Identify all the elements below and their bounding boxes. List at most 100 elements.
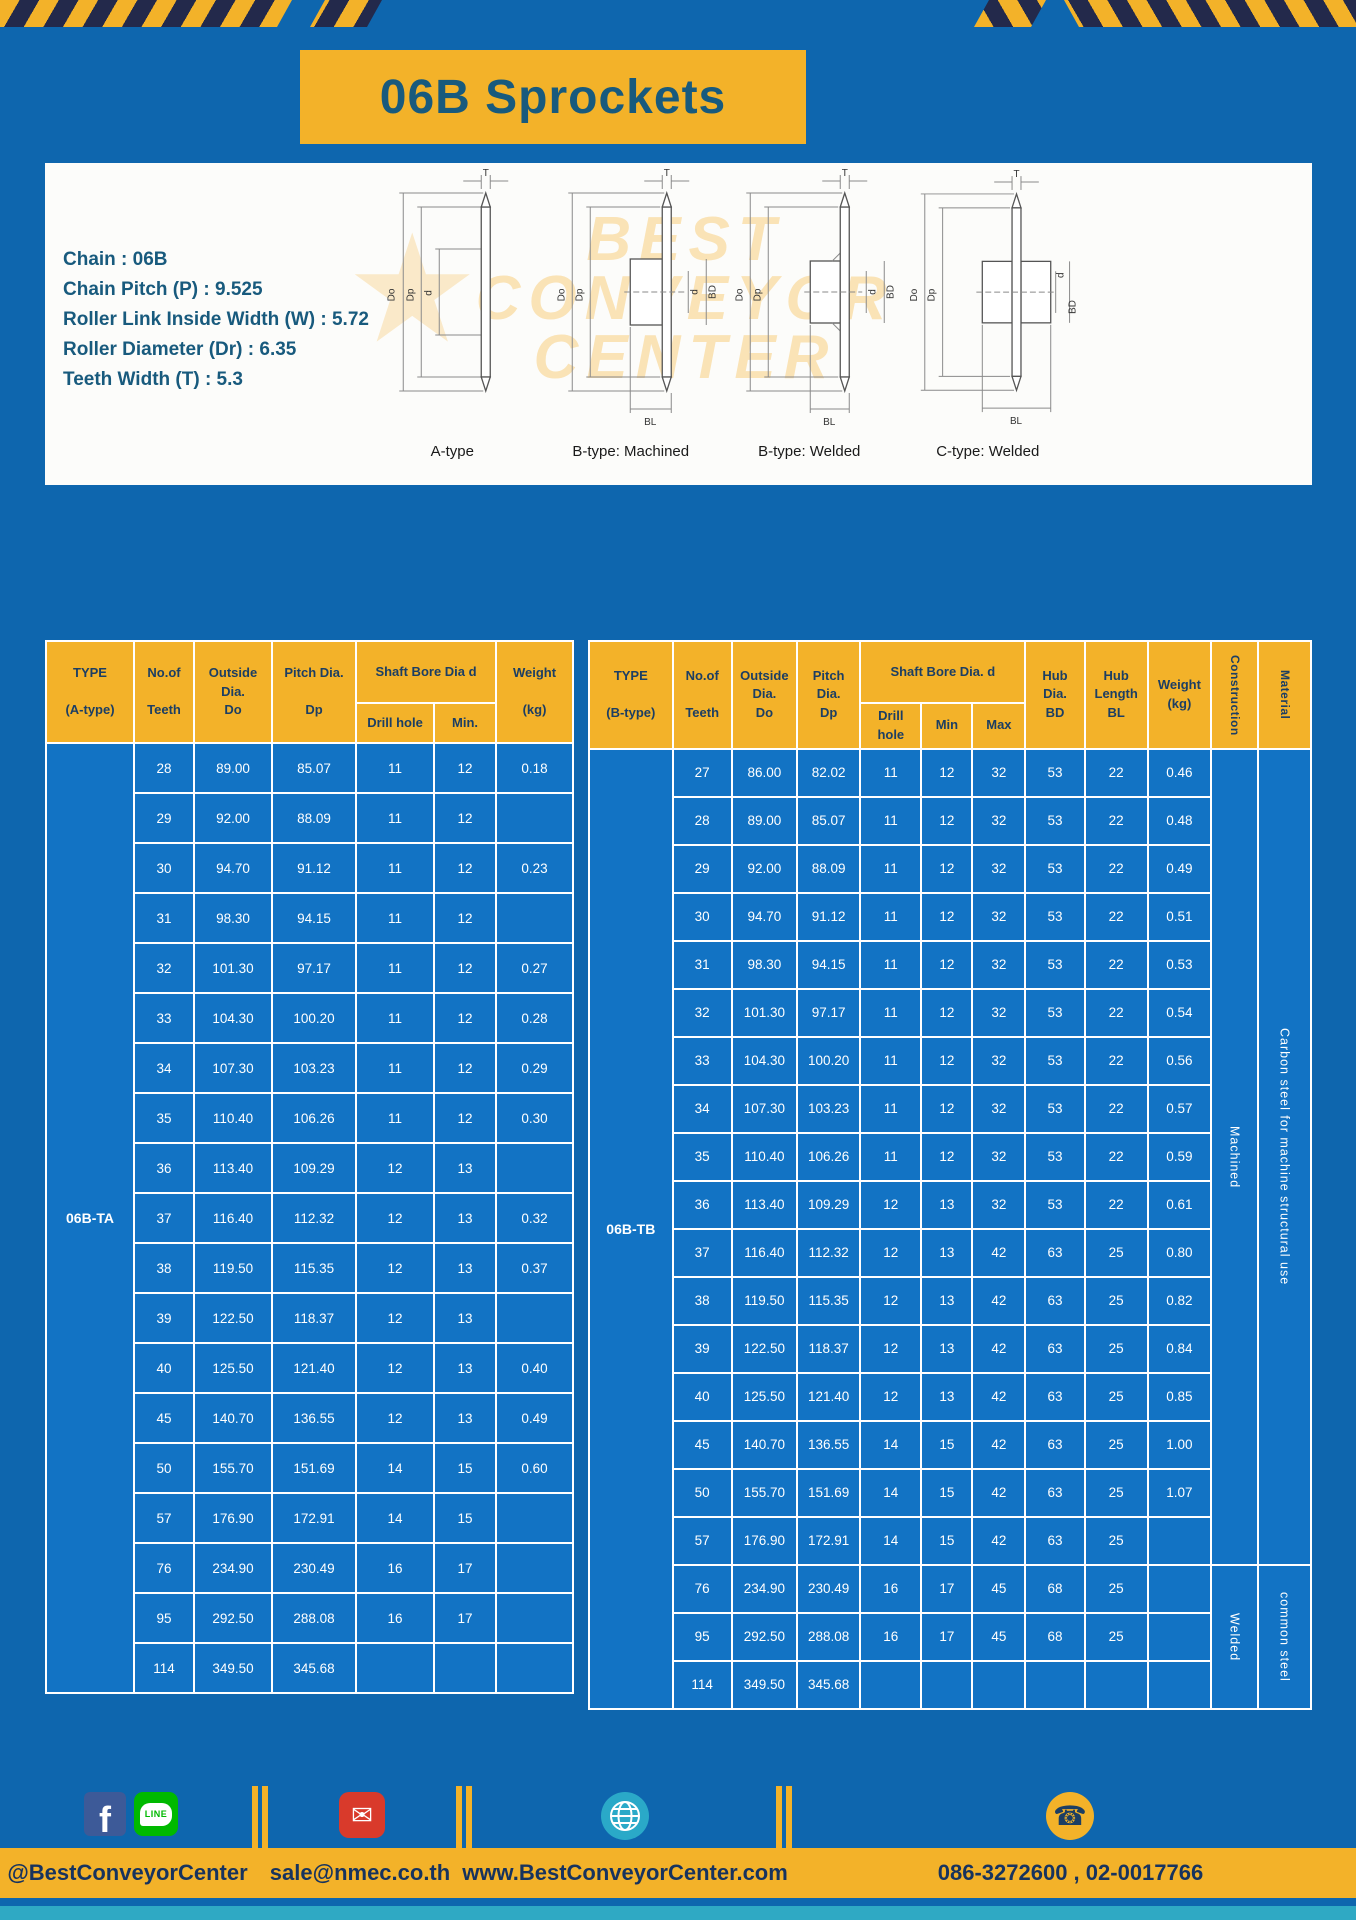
data-cell: 37 bbox=[671, 1227, 733, 1278]
data-cell: 107.30 bbox=[730, 1083, 799, 1134]
data-cell: 33 bbox=[133, 992, 195, 1044]
data-cell: 230.49 bbox=[271, 1542, 357, 1594]
data-cell: 11 bbox=[355, 992, 435, 1044]
table-row: 36 113.40 109.29 12 13 bbox=[46, 1142, 574, 1194]
data-cell: 12 bbox=[355, 1342, 435, 1394]
table-row: 36 113.40 109.29 12 13 32 53 22 0.61 bbox=[589, 1179, 1311, 1230]
data-cell: 0.27 bbox=[495, 942, 574, 994]
table-row: 45 140.70 136.55 14 15 42 63 25 1.00 bbox=[589, 1419, 1311, 1470]
data-cell: 25 bbox=[1083, 1323, 1149, 1374]
data-cell: 0.18 bbox=[495, 742, 574, 794]
data-cell: 12 bbox=[920, 795, 974, 846]
phone-icon: ☎ bbox=[1046, 1792, 1094, 1840]
data-cell: 13 bbox=[433, 1142, 497, 1194]
data-cell: 113.40 bbox=[730, 1179, 799, 1230]
dim-label-d: d bbox=[1055, 272, 1066, 278]
data-cell: 104.30 bbox=[730, 1035, 799, 1086]
col-header-weight: Weight (kg) bbox=[1146, 640, 1213, 750]
data-cell: 91.12 bbox=[795, 891, 862, 942]
data-cell: 11 bbox=[355, 742, 435, 794]
table-row: 114 349.50 345.68 bbox=[589, 1659, 1311, 1710]
data-cell: 0.28 bbox=[495, 992, 574, 1044]
data-cell: 53 bbox=[1024, 843, 1086, 894]
data-cell: 13 bbox=[433, 1292, 497, 1344]
data-cell: 97.17 bbox=[795, 987, 862, 1038]
data-cell: 119.50 bbox=[730, 1275, 799, 1326]
data-cell: 125.50 bbox=[730, 1371, 799, 1422]
data-cell bbox=[971, 1659, 1027, 1710]
data-cell: 12 bbox=[859, 1275, 923, 1326]
data-cell: 155.70 bbox=[730, 1467, 799, 1518]
data-cell: 101.30 bbox=[193, 942, 273, 994]
table-row: 31 98.30 94.15 11 12 bbox=[46, 892, 574, 944]
data-cell bbox=[495, 792, 574, 844]
col-header-hub-length: Hub Length BL bbox=[1083, 640, 1149, 750]
data-cell: 0.84 bbox=[1146, 1323, 1213, 1374]
data-cell: 53 bbox=[1024, 1035, 1086, 1086]
table-row: 37 116.40 112.32 12 13 42 63 25 0.80 bbox=[589, 1227, 1311, 1278]
sprocket-diagram-b-welded: Do Dp d BD bbox=[734, 168, 896, 428]
data-cell: 12 bbox=[355, 1392, 435, 1444]
data-cell: 38 bbox=[671, 1275, 733, 1326]
data-cell: 11 bbox=[859, 1131, 923, 1182]
table-row: 35 110.40 106.26 11 12 32 53 22 0.59 bbox=[589, 1131, 1311, 1182]
data-cell: 11 bbox=[859, 843, 923, 894]
data-cell: 31 bbox=[671, 939, 733, 990]
data-cell bbox=[495, 1642, 574, 1694]
data-cell: 34 bbox=[671, 1083, 733, 1134]
data-cell bbox=[495, 1542, 574, 1594]
dim-label-dp: Dp bbox=[574, 288, 585, 301]
dim-label-do: Do bbox=[908, 288, 919, 301]
data-cell: 230.49 bbox=[795, 1563, 862, 1614]
table-row: 34 107.30 103.23 11 12 0.29 bbox=[46, 1042, 574, 1094]
data-cell: 116.40 bbox=[730, 1227, 799, 1278]
data-cell bbox=[495, 1292, 574, 1344]
data-cell: 115.35 bbox=[795, 1275, 862, 1326]
diagram-b-type-machined: Do Dp d BD bbox=[542, 167, 721, 483]
data-cell: 22 bbox=[1083, 1131, 1149, 1182]
data-cell: 345.68 bbox=[795, 1659, 862, 1710]
data-cell: 16 bbox=[859, 1611, 923, 1662]
data-cell: 12 bbox=[433, 1042, 497, 1094]
data-cell: 121.40 bbox=[271, 1342, 357, 1394]
data-cell: 106.26 bbox=[795, 1131, 862, 1182]
data-cell: 95 bbox=[133, 1592, 195, 1644]
data-cell: 172.91 bbox=[271, 1492, 357, 1544]
phone-icon-group: ☎ bbox=[1046, 1792, 1094, 1840]
dim-label-bl: BL bbox=[823, 417, 836, 428]
data-cell: 101.30 bbox=[730, 987, 799, 1038]
data-cell: 12 bbox=[920, 843, 974, 894]
data-cell: 118.37 bbox=[795, 1323, 862, 1374]
dim-label-bl: BL bbox=[1009, 416, 1022, 427]
data-cell: 30 bbox=[671, 891, 733, 942]
data-cell: 85.07 bbox=[271, 742, 357, 794]
table-row: 06B-TB 27 86.00 82.02 11 12 32 53 22 0.46 Machined… bbox=[588, 747, 1313, 1710]
table-row: 39 122.50 118.37 12 13 42 63 25 0.84 bbox=[589, 1323, 1311, 1374]
data-cell: 50 bbox=[133, 1442, 195, 1494]
data-cell: 12 bbox=[859, 1323, 923, 1374]
footer-separator bbox=[776, 1786, 782, 1848]
material-cell: common steel bbox=[1256, 1563, 1313, 1710]
sprocket-diagram-a: Do Dp d T bbox=[386, 168, 509, 394]
data-cell: 17 bbox=[920, 1563, 974, 1614]
data-cell: 15 bbox=[920, 1467, 974, 1518]
col-header-min: Min. bbox=[433, 702, 497, 744]
table-row: 76 234.90 230.49 16 17 45 68 25 Welded common ste… bbox=[589, 1563, 1313, 1710]
table-row: 38 119.50 115.35 12 13 0.37 bbox=[46, 1242, 574, 1294]
spec-line: Roller Link Inside Width (W) : 5.72 bbox=[63, 309, 369, 330]
data-cell: 17 bbox=[433, 1592, 497, 1644]
data-cell: 12 bbox=[355, 1242, 435, 1294]
data-cell: 0.56 bbox=[1146, 1035, 1213, 1086]
data-cell: 11 bbox=[355, 1042, 435, 1094]
data-cell: 25 bbox=[1083, 1419, 1149, 1470]
dim-label-t: T bbox=[663, 168, 669, 179]
table-row: 50 155.70 151.69 14 15 0.60 bbox=[46, 1442, 574, 1494]
data-cell: 92.00 bbox=[730, 843, 799, 894]
table-row: 57 176.90 172.91 14 15 42 63 25 bbox=[589, 1515, 1311, 1566]
data-cell: 11 bbox=[859, 1083, 923, 1134]
data-cell: 288.08 bbox=[795, 1611, 862, 1662]
data-cell: 13 bbox=[920, 1179, 974, 1230]
data-cell: 32 bbox=[971, 1131, 1027, 1182]
data-cell: 103.23 bbox=[795, 1083, 862, 1134]
hazard-stripe-top-right bbox=[1064, 0, 1356, 27]
